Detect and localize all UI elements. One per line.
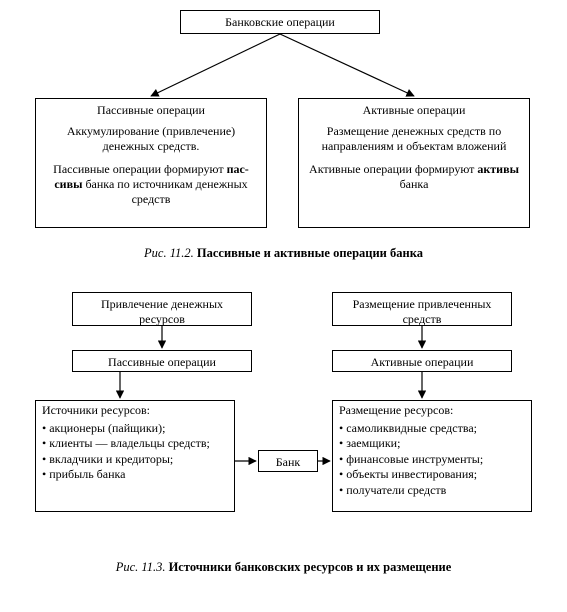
fig1-caption: Рис. 11.2. Пассивные и активные операции… (0, 246, 567, 261)
fig2-caption-fig: Рис. 11.3. (116, 560, 166, 574)
fig1-arrow-left (151, 34, 280, 96)
fig1-left-line2-pre: Пассивные операции формируют (53, 162, 226, 176)
fig1-caption-fig: Рис. 11.2. (144, 246, 194, 260)
fig2-sources-b3-txt: вкладчики и кредиторы; (49, 452, 173, 466)
fig2-sources-b3: • вкладчики и кредиторы; (42, 452, 228, 468)
fig2-placement-b5: • получатели средств (339, 483, 525, 499)
fig2-sources-b2: • клиенты — владельцы средств; (42, 436, 228, 452)
fig2-caption: Рис. 11.3. Источники банковских ресурсов… (0, 560, 567, 575)
fig2-placement-b3: • финансовые инструменты; (339, 452, 525, 468)
fig2-sources-b4: • прибыль банка (42, 467, 228, 483)
fig2-caption-title: Источники банковских ресурсов и их разме… (169, 560, 452, 574)
fig2-midleft-label: Пассивные операции (73, 351, 251, 374)
fig1-right-line2-pre: Активные операции формируют (309, 162, 477, 176)
fig2-bank-box: Банк (258, 450, 318, 472)
fig2-sources-content: Источники ресурсов: • акционеры (пайщики… (36, 401, 234, 487)
fig2-topleft-label: Привлечение денежных ресурсов (73, 293, 251, 331)
fig2-sources-b1: • акционеры (пайщики); (42, 421, 228, 437)
fig2-midleft-box: Пассивные операции (72, 350, 252, 372)
fig2-sources-title: Источники ресурсов: (42, 403, 228, 419)
fig2-placement-b4: • объекты инвестирования; (339, 467, 525, 483)
fig2-placement-box: Размещение ресурсов: • самоликвидные сре… (332, 400, 532, 512)
fig2-bank-label: Банк (259, 451, 317, 474)
fig2-placement-b4-txt: объекты инвестирования; (346, 467, 477, 481)
fig1-root-label: Банковские операции (181, 11, 379, 34)
fig2-topright-label: Размещение привлеченных средств (333, 293, 511, 331)
fig1-right-line2-bold: активы (477, 162, 519, 176)
fig2-placement-content: Размещение ресурсов: • самоликвидные сре… (333, 401, 531, 503)
fig1-root-box: Банковские операции (180, 10, 380, 34)
fig1-right-line2-post: банка (400, 177, 429, 191)
fig2-midright-label: Активные операции (333, 351, 511, 374)
fig2-placement-b2: • заемщики; (339, 436, 525, 452)
fig2-sources-box: Источники ресурсов: • акционеры (пайщики… (35, 400, 235, 512)
fig2-placement-b5-txt: получатели средств (346, 483, 446, 497)
fig1-left-title: Пассивные операции (42, 103, 260, 118)
fig1-left-line2: Пассивные операции формируют пас- сивы б… (42, 162, 260, 207)
fig1-right-content: Активные операции Размещение денежных ср… (299, 99, 529, 196)
fig1-arrow-right (280, 34, 414, 96)
page: Банковские операции Пассивные операции А… (0, 0, 567, 612)
fig2-midright-box: Активные операции (332, 350, 512, 372)
fig2-sources-b2-txt: клиенты — владельцы средств; (49, 436, 210, 450)
fig2-topright-box: Размещение привлеченных средств (332, 292, 512, 326)
fig1-left-line1: Аккумулирование (привлечение) денежных с… (42, 124, 260, 154)
fig1-left-box: Пассивные операции Аккумулирование (прив… (35, 98, 267, 228)
fig2-placement-b1: • самоликвидные средства; (339, 421, 525, 437)
fig2-placement-b2-txt: заемщики; (346, 436, 400, 450)
fig1-right-line2: Активные операции формируют активы банка (305, 162, 523, 192)
fig2-placement-b3-txt: финансовые инструменты; (346, 452, 483, 466)
fig2-sources-b1-txt: акционеры (пайщики); (49, 421, 165, 435)
fig2-topleft-box: Привлечение денежных ресурсов (72, 292, 252, 326)
fig1-caption-title: Пассивные и активные операции банка (197, 246, 423, 260)
fig2-sources-b4-txt: прибыль банка (49, 467, 125, 481)
fig1-left-line2-post: банка по источникам денежных средств (82, 177, 247, 206)
fig1-left-content: Пассивные операции Аккумулирование (прив… (36, 99, 266, 211)
fig1-right-line1: Размещение денежных средств по направлен… (305, 124, 523, 154)
fig1-right-title: Активные операции (305, 103, 523, 118)
fig2-placement-b1-txt: самоликвидные средства; (346, 421, 477, 435)
fig2-placement-title: Размещение ресурсов: (339, 403, 525, 419)
fig1-right-box: Активные операции Размещение денежных ср… (298, 98, 530, 228)
